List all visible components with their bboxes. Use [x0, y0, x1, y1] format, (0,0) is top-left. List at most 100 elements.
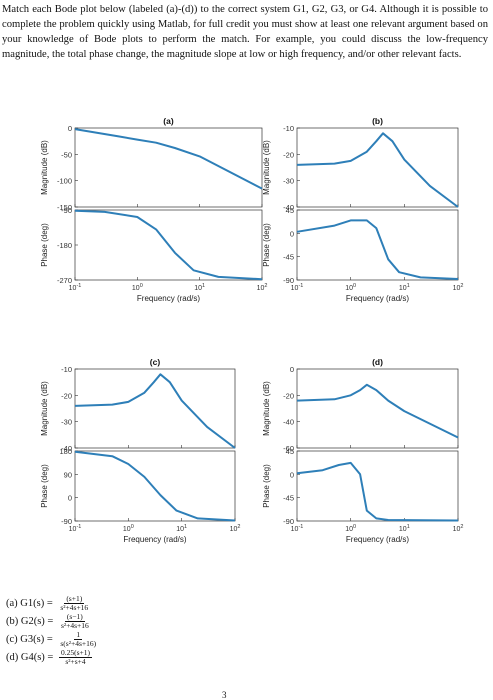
plot-a-magnitude-axes: [74, 127, 263, 208]
y-tick-label: -150: [57, 203, 72, 212]
plot-b-phase-axes: [296, 209, 459, 281]
equation-list: (a) G1(s) = (s+1) s²+4s+16 (b) G2(s) = (s−…: [6, 594, 98, 666]
y-tick-label: -90: [283, 517, 294, 526]
y-tick-label: -20: [61, 391, 72, 400]
problem-statement: Match each Bode plot below (labeled (a)-…: [2, 4, 488, 60]
plot-c-phase-axes: [74, 450, 236, 522]
equation-lhs: (a) G1(s) =: [6, 597, 56, 609]
y-tick-label: -20: [283, 150, 294, 159]
x-tick-label: 10-1: [69, 524, 82, 533]
equation-fraction: (s+1) s²+4s+16: [58, 593, 90, 612]
plot-d-magnitude-axes: [296, 368, 459, 449]
equation-fraction: (s−1) s²+4s+16: [59, 611, 91, 630]
x-axis-label: Frequency (rad/s): [346, 535, 409, 544]
y-axis-label: Magnitude (dB): [262, 140, 271, 195]
plot-c-phase-curve: [74, 450, 236, 522]
x-tick-label: 102: [230, 524, 241, 533]
y-axis-label: Phase (deg): [262, 223, 271, 267]
equation-lhs: (b) G2(s) =: [6, 615, 56, 627]
y-tick-label: -10: [61, 365, 72, 374]
y-tick-label: -40: [283, 203, 294, 212]
y-tick-label: -20: [283, 391, 294, 400]
plot-b-magnitude-curve: [296, 132, 459, 208]
y-tick-label: -40: [61, 444, 72, 453]
plot-a-phase-curve: [74, 209, 263, 281]
x-axis-label: Frequency (rad/s): [123, 535, 186, 544]
y-tick-label: -270: [57, 276, 72, 285]
equation-0: (a) G1(s) = (s+1) s²+4s+16: [6, 594, 98, 612]
y-axis-label: Phase (deg): [40, 464, 49, 508]
y-axis-label: Magnitude (dB): [40, 140, 49, 195]
y-axis-label: Phase (deg): [262, 464, 271, 508]
y-tick-label: -90: [283, 276, 294, 285]
numerator: 0.25(s+1): [58, 647, 92, 658]
equation-lhs: (c) G3(s) =: [6, 633, 56, 645]
y-tick-label: -40: [283, 418, 294, 427]
x-tick-label: 102: [453, 524, 464, 533]
x-tick-label: 102: [257, 283, 268, 292]
numerator: (s−1): [64, 611, 85, 622]
x-tick-label: 101: [176, 524, 187, 533]
y-tick-label: -45: [283, 253, 294, 262]
equation-fraction: 1 s(s²+4s+16): [58, 629, 98, 648]
x-axis-label: Frequency (rad/s): [346, 294, 409, 303]
plot-a-magnitude-curve: [74, 128, 263, 190]
y-axis-label: Magnitude (dB): [262, 381, 271, 436]
equation-3: (d) G4(s) = 0.25(s+1) s²+s+4: [6, 648, 98, 666]
y-tick-label: -30: [61, 418, 72, 427]
x-tick-label: 101: [399, 283, 410, 292]
x-tick-label: 10-1: [69, 283, 82, 292]
x-axis-label: Frequency (rad/s): [137, 294, 200, 303]
plot-b-phase-curve: [296, 219, 459, 280]
x-tick-label: 10-1: [291, 283, 304, 292]
y-tick-label: 0: [68, 494, 72, 503]
y-tick-label: -10: [283, 124, 294, 133]
y-tick-label: -60: [283, 444, 294, 453]
page-number: 3: [222, 690, 227, 700]
y-tick-label: -90: [61, 206, 72, 215]
denominator: s(s²+4s+16): [60, 638, 97, 648]
x-tick-label: 100: [345, 524, 356, 533]
y-tick-label: 45: [286, 447, 294, 456]
plot-b-title: (b): [372, 116, 383, 126]
plot-c-magnitude-curve: [74, 373, 236, 449]
denominator: s²+4s+16: [60, 620, 89, 630]
plot-d-phase-axes: [296, 450, 459, 522]
equation-fraction: 0.25(s+1) s²+s+4: [58, 647, 92, 666]
y-tick-label: -90: [61, 517, 72, 526]
y-tick-label: 90: [64, 470, 72, 479]
y-tick-label: -50: [61, 150, 72, 159]
denominator: s²+s+4: [65, 656, 86, 666]
y-tick-label: -45: [283, 494, 294, 503]
y-tick-label: -180: [57, 241, 72, 250]
numerator: 1: [74, 629, 83, 640]
equation-1: (b) G2(s) = (s−1) s²+4s+16: [6, 612, 98, 630]
y-tick-label: -100: [57, 177, 72, 186]
numerator: (s+1): [64, 593, 85, 604]
x-tick-label: 102: [453, 283, 464, 292]
plot-b-magnitude-axes: [296, 127, 459, 208]
x-tick-label: 100: [132, 283, 143, 292]
y-tick-label: 45: [286, 206, 294, 215]
plot-d-phase-curve: [296, 461, 459, 522]
y-tick-label: 0: [290, 229, 294, 238]
y-axis-label: Magnitude (dB): [40, 381, 49, 436]
y-tick-label: 0: [290, 470, 294, 479]
plot-d-title: (d): [372, 357, 383, 367]
equation-2: (c) G3(s) = 1 s(s²+4s+16): [6, 630, 98, 648]
y-axis-label: Phase (deg): [40, 223, 49, 267]
x-tick-label: 100: [345, 283, 356, 292]
x-tick-label: 100: [123, 524, 134, 533]
y-tick-label: 0: [68, 124, 72, 133]
y-tick-label: 0: [290, 365, 294, 374]
x-tick-label: 101: [399, 524, 410, 533]
plot-c-title: (c): [150, 357, 161, 367]
plot-c-magnitude-axes: [74, 368, 236, 449]
y-tick-label: 180: [59, 447, 72, 456]
denominator: s²+4s+16: [60, 602, 89, 612]
x-tick-label: 10-1: [291, 524, 304, 533]
y-tick-label: -30: [283, 177, 294, 186]
plot-d-magnitude-curve: [296, 383, 459, 439]
equation-lhs: (d) G4(s) =: [6, 651, 56, 663]
